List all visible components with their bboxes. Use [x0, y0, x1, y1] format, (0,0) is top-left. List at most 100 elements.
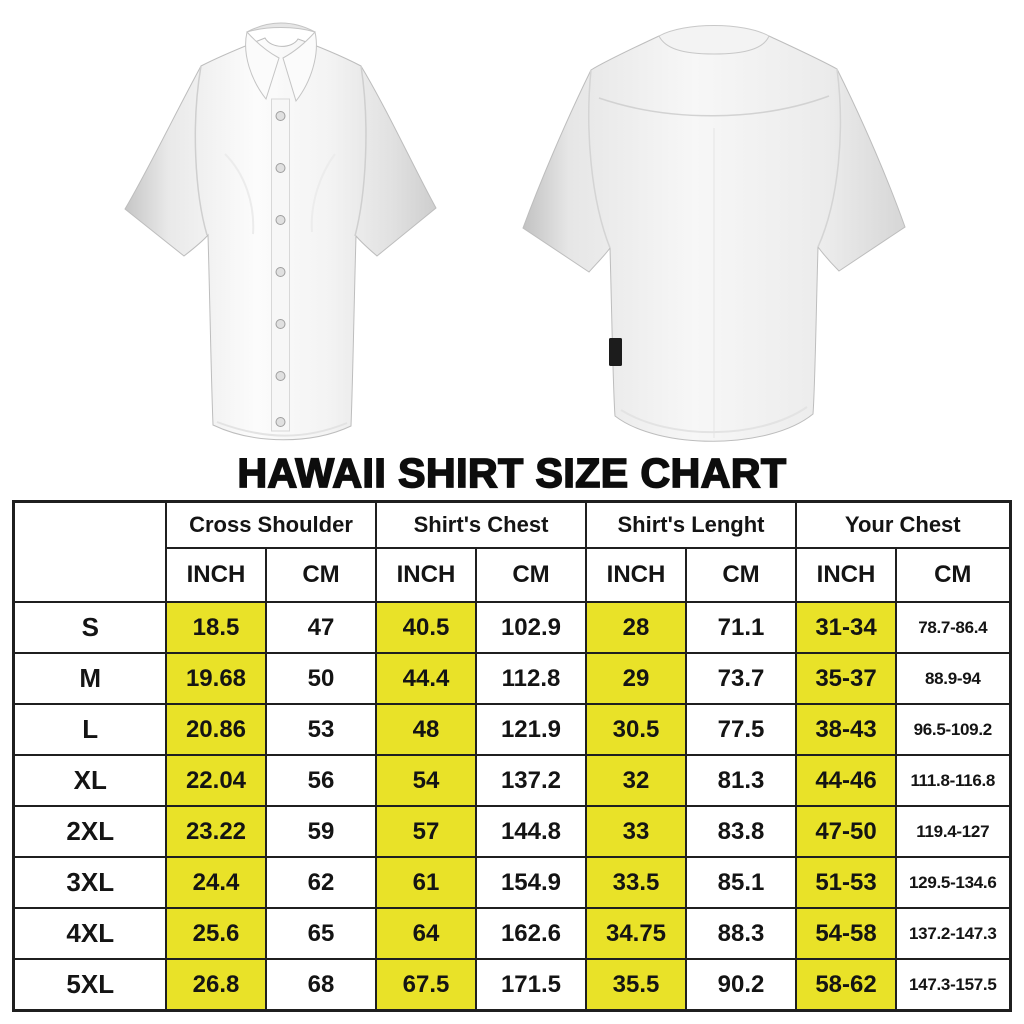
unit-header-cm: CM — [895, 547, 1012, 603]
cm-cell: 62 — [264, 856, 377, 909]
inch-cell: 31-34 — [795, 601, 898, 654]
unit-header-cm: CM — [264, 547, 377, 603]
table-row-xl: XL 22.04 56 54 137.2 32 81.3 44-46 111.8… — [12, 754, 1012, 807]
inch-cell: 32 — [585, 754, 687, 807]
button — [275, 371, 286, 381]
cm-cell: 50 — [264, 652, 377, 705]
table-row-m: M 19.68 50 44.4 112.8 29 73.7 35-37 88.9… — [12, 652, 1012, 705]
inch-cell: 33 — [585, 805, 687, 858]
inch-cell: 30.5 — [585, 703, 687, 756]
cm-cell: 47 — [264, 601, 377, 654]
inch-cell: 64 — [374, 907, 477, 960]
inch-cell: 29 — [585, 652, 687, 705]
inch-cell: 33.5 — [585, 856, 687, 909]
size-cell: 4XL — [12, 907, 167, 960]
unit-header-cm: CM — [684, 547, 798, 603]
front-left-armhole-seam — [194, 65, 208, 236]
shirt-photos — [0, 0, 1024, 450]
cm-cell: 90.2 — [684, 958, 798, 1012]
unit-header-inch: INCH — [164, 547, 267, 603]
cm-cell: 111.8-116.8 — [895, 754, 1012, 807]
button — [275, 319, 286, 329]
back-collar-band — [658, 25, 770, 55]
inch-cell: 26.8 — [164, 958, 267, 1012]
inch-cell: 24.4 — [164, 856, 267, 909]
inch-cell: 28 — [585, 601, 687, 654]
front-right-armhole-seam — [354, 65, 367, 237]
cm-cell: 162.6 — [474, 907, 588, 960]
cm-cell: 88.3 — [684, 907, 798, 960]
inch-cell: 35.5 — [585, 958, 687, 1012]
table-row-l: L 20.86 53 48 121.9 30.5 77.5 38-43 96.5… — [12, 703, 1012, 756]
unit-header-inch: INCH — [374, 547, 477, 603]
inch-cell: 54 — [374, 754, 477, 807]
table-row-4xl: 4XL 25.6 65 64 162.6 34.75 88.3 54-58 13… — [12, 907, 1012, 960]
size-cell: 5XL — [12, 958, 167, 1012]
table-row-5xl: 5XL 26.8 68 67.5 171.5 35.5 90.2 58-62 1… — [12, 958, 1012, 1012]
button — [275, 163, 286, 173]
inch-cell: 22.04 — [164, 754, 267, 807]
inch-cell: 67.5 — [374, 958, 477, 1012]
button — [275, 215, 286, 225]
cm-cell: 112.8 — [474, 652, 588, 705]
cm-cell: 144.8 — [474, 805, 588, 858]
cm-cell: 171.5 — [474, 958, 588, 1012]
col-group-your-chest: Your Chest — [795, 500, 1012, 549]
inch-cell: 34.75 — [585, 907, 687, 960]
inch-cell: 54-58 — [795, 907, 898, 960]
inch-cell: 44-46 — [795, 754, 898, 807]
back-yoke-seam — [598, 95, 830, 117]
unit-header-inch: INCH — [585, 547, 687, 603]
back-left-armhole-seam — [588, 69, 611, 249]
group-header-row: Cross Shoulder Shirt's Chest Shirt's Len… — [12, 500, 1012, 603]
inch-cell: 48 — [374, 703, 477, 756]
cm-cell: 137.2 — [474, 754, 588, 807]
corner-cell — [12, 500, 167, 603]
back-right-armhole-seam — [817, 68, 842, 248]
unit-header-inch: INCH — [795, 547, 898, 603]
inch-cell: 51-53 — [795, 856, 898, 909]
cm-cell: 59 — [264, 805, 377, 858]
cm-cell: 77.5 — [684, 703, 798, 756]
cm-cell: 78.7-86.4 — [895, 601, 1012, 654]
cm-cell: 68 — [264, 958, 377, 1012]
inch-cell: 25.6 — [164, 907, 267, 960]
page-title: HAWAII SHIRT SIZE CHART — [237, 449, 787, 497]
cm-cell: 121.9 — [474, 703, 588, 756]
cm-cell: 73.7 — [684, 652, 798, 705]
inch-cell: 57 — [374, 805, 477, 858]
size-cell: 2XL — [12, 805, 167, 858]
front-hem-shadow — [216, 421, 348, 437]
cm-cell: 102.9 — [474, 601, 588, 654]
inch-cell: 44.4 — [374, 652, 477, 705]
inch-cell: 47-50 — [795, 805, 898, 858]
inch-cell: 23.22 — [164, 805, 267, 858]
unit-header-cm: CM — [474, 547, 588, 603]
cm-cell: 81.3 — [684, 754, 798, 807]
unit-header-row: INCH CM INCH CM INCH CM INCH CM — [14, 547, 1012, 603]
back-side-tag — [609, 338, 622, 366]
cm-cell: 154.9 — [474, 856, 588, 909]
button — [275, 267, 286, 277]
front-placket — [271, 98, 290, 432]
shirt-back-image — [522, 25, 906, 442]
button — [275, 111, 286, 121]
cm-cell: 88.9-94 — [895, 652, 1012, 705]
cm-cell: 129.5-134.6 — [895, 856, 1012, 909]
table-row-2xl: 2XL 23.22 59 57 144.8 33 83.8 47-50 119.… — [12, 805, 1012, 858]
cm-cell: 71.1 — [684, 601, 798, 654]
inch-cell: 35-37 — [795, 652, 898, 705]
table-row-s: S 18.5 47 40.5 102.9 28 71.1 31-34 78.7-… — [12, 601, 1012, 654]
inch-cell: 19.68 — [164, 652, 267, 705]
front-buttons — [275, 111, 286, 427]
cm-cell: 119.4-127 — [895, 805, 1012, 858]
front-collar-right — [282, 30, 317, 103]
col-group-shirts-chest: Shirt's Chest — [374, 500, 588, 549]
size-cell: L — [12, 703, 167, 756]
size-cell: S — [12, 601, 167, 654]
cm-cell: 65 — [264, 907, 377, 960]
cm-cell: 96.5-109.2 — [895, 703, 1012, 756]
cm-cell: 137.2-147.3 — [895, 907, 1012, 960]
front-chest-wrinkle-left — [224, 153, 255, 235]
